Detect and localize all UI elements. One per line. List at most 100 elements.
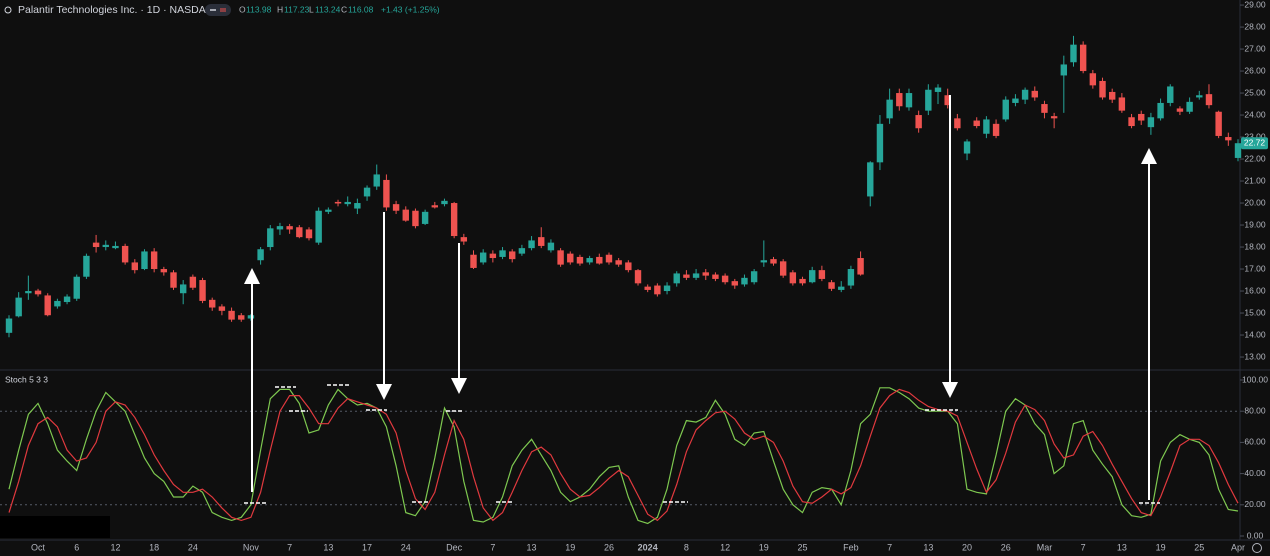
- candle-body: [741, 277, 748, 285]
- candle-body: [925, 89, 932, 111]
- candle-body: [392, 204, 400, 211]
- candle-body: [499, 250, 506, 257]
- x-tick-label: 19: [1156, 542, 1166, 552]
- x-tick-label: 7: [490, 542, 495, 552]
- annotations: [244, 95, 1157, 500]
- y-tick-label: 14.00: [1244, 329, 1266, 339]
- candle-body: [54, 300, 61, 307]
- candle-body: [431, 205, 438, 208]
- candle-body: [276, 226, 284, 230]
- ohlc-value: 117.23: [284, 4, 310, 14]
- candle-body: [325, 209, 332, 212]
- candle-body: [63, 296, 71, 303]
- ohlc-key: C: [341, 4, 347, 14]
- settings-icon-ring[interactable]: [1252, 543, 1262, 553]
- candle-body: [954, 118, 961, 129]
- candle-body: [131, 262, 139, 271]
- candle-body: [44, 295, 51, 316]
- candle-body: [905, 93, 913, 108]
- x-tick-label: Feb: [843, 542, 859, 552]
- candle-body: [789, 272, 797, 284]
- candle-body: [179, 284, 187, 294]
- x-tick-label: 7: [887, 542, 892, 552]
- candle-body: [199, 280, 206, 301]
- price-tag: 22.72: [1244, 137, 1266, 147]
- candle-body: [296, 227, 303, 238]
- candle-body: [663, 285, 671, 292]
- x-tick-label: 24: [188, 542, 198, 552]
- candle-body: [363, 187, 371, 197]
- candle-body: [315, 210, 322, 243]
- symbol-icon[interactable]: [4, 6, 12, 14]
- y-tick-label: 28.00: [1244, 21, 1266, 31]
- candle-body: [479, 252, 487, 263]
- candle-body: [267, 228, 274, 248]
- candle-body: [470, 254, 477, 268]
- candle-body: [1099, 80, 1106, 98]
- y-tick-label: 22.00: [1244, 153, 1266, 163]
- candle-body: [779, 261, 787, 276]
- toggle-pill[interactable]: [205, 4, 231, 16]
- candle-body: [73, 276, 80, 299]
- candle-body: [209, 299, 216, 308]
- candle-body: [809, 270, 816, 283]
- dash-marks: [244, 384, 1160, 504]
- x-tick-label: 13: [923, 542, 933, 552]
- candle-body: [1176, 108, 1184, 112]
- candle-body: [983, 119, 990, 134]
- candle-body: [15, 297, 22, 317]
- candle-body: [1186, 101, 1193, 112]
- candle-body: [1234, 143, 1242, 158]
- x-tick-label: 26: [604, 542, 614, 552]
- candle-body: [160, 269, 168, 273]
- candle-body: [1070, 44, 1077, 63]
- candle-body: [402, 209, 409, 221]
- candle-body: [518, 248, 526, 254]
- settings-icon[interactable]: [1252, 543, 1262, 553]
- candle-body: [412, 210, 419, 227]
- x-tick-label: Mar: [1037, 542, 1053, 552]
- candle-body: [886, 99, 893, 119]
- candle-body: [1108, 91, 1116, 100]
- candle-body: [170, 272, 177, 288]
- candle-body: [5, 318, 13, 333]
- candle-body: [1128, 117, 1135, 127]
- candle-body: [557, 250, 564, 265]
- x-tick-label: 7: [1081, 542, 1086, 552]
- candle-body: [847, 269, 855, 286]
- y-tick-label: 29.00: [1244, 0, 1266, 9]
- ohlc-value: 116.08: [348, 4, 374, 14]
- y-tick-label: 27.00: [1244, 43, 1266, 53]
- x-tick-label: 13: [527, 542, 537, 552]
- candle-body: [1138, 113, 1145, 121]
- x-tick-label: 13: [1117, 542, 1127, 552]
- x-tick-label: Dec: [446, 542, 463, 552]
- candle-body: [34, 290, 42, 295]
- candle-body: [189, 276, 197, 288]
- candle-body: [625, 262, 632, 271]
- candle-body: [1050, 116, 1058, 119]
- candle-body: [644, 286, 651, 290]
- candle-body: [934, 87, 942, 92]
- candle-body: [92, 242, 100, 248]
- y-tick-label: 20.00: [1244, 499, 1266, 509]
- ohlc-value: 113.24: [315, 4, 341, 14]
- ohlc-value: 113.98: [246, 4, 272, 14]
- candle-body: [25, 291, 32, 294]
- x-tick-label: 25: [798, 542, 808, 552]
- candle-body: [286, 226, 293, 230]
- x-tick-label: 20: [962, 542, 972, 552]
- x-tick-label: Apr: [1231, 542, 1245, 552]
- candle-body: [828, 282, 835, 289]
- candle-body: [460, 237, 468, 242]
- candle-body: [150, 251, 158, 270]
- candle-body: [528, 240, 535, 249]
- x-tick-label: 25: [1194, 542, 1204, 552]
- candle-body: [450, 203, 458, 237]
- y-tick-label: 23.00: [1244, 131, 1266, 141]
- stoch-pane: 0.00 20.00 40.00 60.00 80.00 100.00: [0, 374, 1268, 540]
- candle-body: [1021, 89, 1029, 100]
- candle-body: [1157, 102, 1164, 119]
- x-tick-label: 2024: [638, 542, 658, 552]
